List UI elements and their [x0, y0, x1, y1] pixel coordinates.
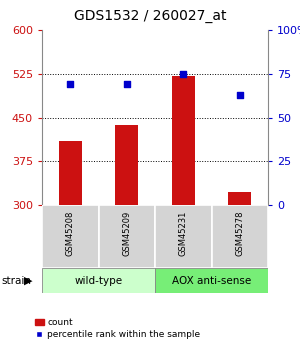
Text: strain: strain [2, 276, 31, 286]
Bar [116, 125, 138, 205]
Text: GSM45278: GSM45278 [235, 210, 244, 256]
Point [237, 92, 242, 98]
Legend: count, percentile rank within the sample: count, percentile rank within the sample [34, 318, 200, 339]
Text: ▶: ▶ [24, 276, 32, 286]
Bar [42, 205, 98, 268]
Bar [212, 205, 268, 268]
Bar [59, 141, 82, 205]
Bar [172, 76, 195, 205]
Bar [98, 205, 155, 268]
Point [181, 71, 186, 77]
Point [68, 81, 73, 87]
Bar [42, 268, 155, 293]
Bar [155, 205, 211, 268]
Text: GDS1532 / 260027_at: GDS1532 / 260027_at [74, 9, 226, 22]
Text: GSM45231: GSM45231 [179, 211, 188, 256]
Point [124, 81, 129, 87]
Text: AOX anti-sense: AOX anti-sense [172, 276, 251, 286]
Bar [229, 192, 251, 205]
Bar [155, 268, 268, 293]
Text: GSM45208: GSM45208 [66, 211, 75, 256]
Text: GSM45209: GSM45209 [122, 211, 131, 256]
Text: wild-type: wild-type [74, 276, 123, 286]
